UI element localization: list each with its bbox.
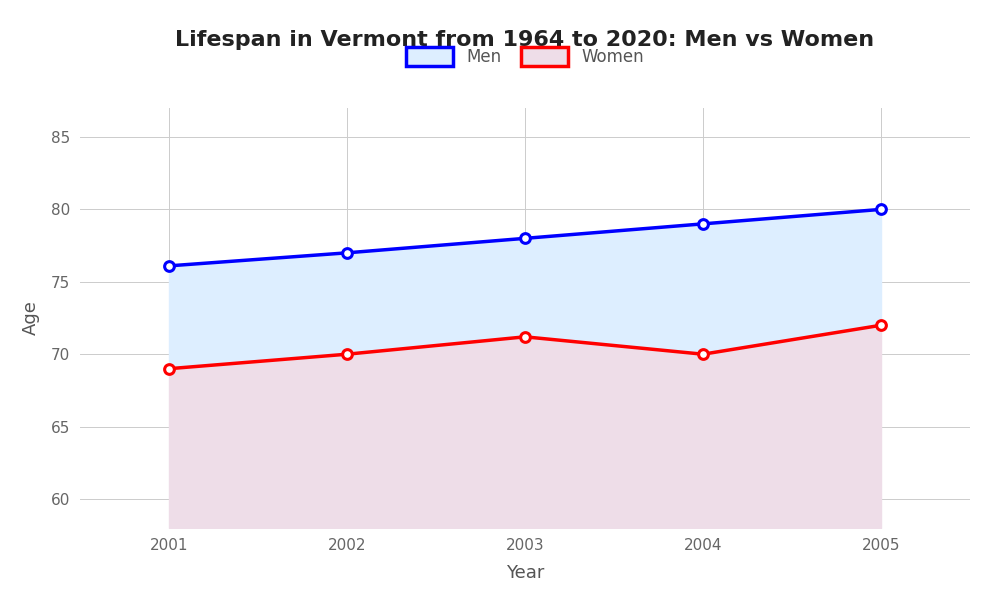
Title: Lifespan in Vermont from 1964 to 2020: Men vs Women: Lifespan in Vermont from 1964 to 2020: M… [175,29,875,49]
Legend: Men, Women: Men, Women [399,41,651,73]
X-axis label: Year: Year [506,564,544,582]
Y-axis label: Age: Age [22,301,40,335]
